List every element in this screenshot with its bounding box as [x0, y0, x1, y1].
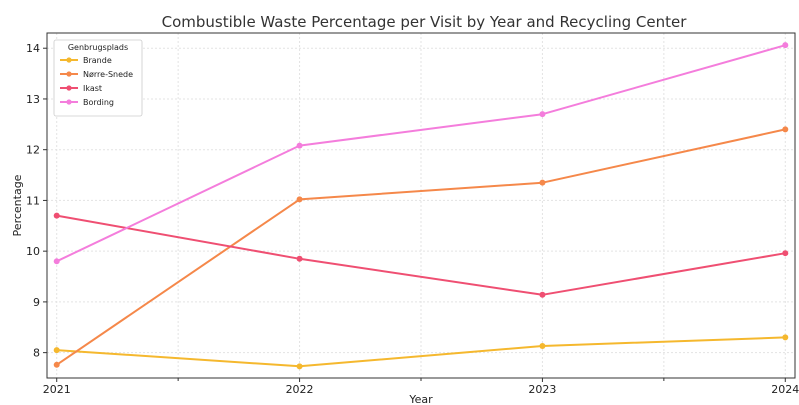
series-line: [53, 334, 789, 370]
legend-marker: [66, 71, 72, 77]
legend-label: Nørre-Snede: [83, 70, 133, 79]
data-point: [296, 363, 303, 370]
legend-item: Ikast: [60, 84, 102, 93]
grid: [47, 33, 795, 378]
data-point: [53, 258, 60, 265]
series-path: [56, 128, 786, 366]
data-point: [782, 126, 789, 133]
legend-marker: [66, 57, 72, 63]
data-point: [296, 196, 303, 203]
legend-marker: [66, 85, 72, 91]
data-point: [53, 212, 60, 219]
y-tick-label: 14: [26, 42, 40, 55]
y-axis-label: Percentage: [11, 174, 24, 236]
x-axis: 2021 2022 2023 2024: [43, 378, 799, 396]
data-point: [539, 111, 546, 118]
y-tick-label: 8: [33, 347, 40, 360]
x-tick-label: 2023: [528, 383, 556, 396]
data-point: [296, 142, 303, 149]
data-point: [539, 343, 546, 350]
series: [53, 42, 789, 370]
legend-label: Ikast: [83, 84, 102, 93]
y-tick-label: 12: [26, 144, 40, 157]
y-axis: 8 9 10 11 12 13 14: [26, 42, 47, 360]
x-axis-label: Year: [408, 393, 433, 405]
legend-item: Bording: [60, 98, 114, 107]
chart-title: Combustible Waste Percentage per Visit b…: [162, 13, 688, 31]
series-path: [56, 214, 786, 296]
legend-item: Nørre-Snede: [60, 70, 133, 79]
data-point: [539, 179, 546, 186]
data-point: [296, 255, 303, 262]
legend-label: Brande: [83, 56, 112, 65]
y-tick-label: 10: [26, 245, 40, 258]
data-point: [539, 291, 546, 298]
legend: Genbrugsplads Brande Nørre-Snede Ikast Bord…: [53, 39, 143, 117]
series-line: [53, 126, 789, 368]
legend-marker: [66, 99, 72, 105]
data-point: [782, 334, 789, 341]
x-tick-label: 2022: [286, 383, 314, 396]
y-tick-label: 11: [26, 194, 40, 207]
data-point: [782, 250, 789, 257]
series-path: [56, 336, 786, 368]
legend-item: Brande: [60, 56, 112, 65]
series-line: [53, 42, 789, 265]
series-path: [56, 44, 786, 263]
data-point: [53, 347, 60, 354]
y-tick-label: 13: [26, 93, 40, 106]
legend-label: Bording: [83, 98, 114, 107]
y-tick-label: 9: [33, 296, 40, 309]
series-line: [53, 212, 789, 298]
legend-title: Genbrugsplads: [68, 43, 128, 52]
x-tick-label: 2021: [43, 383, 71, 396]
x-tick-label: 2024: [771, 383, 799, 396]
data-point: [53, 361, 60, 368]
data-point: [782, 42, 789, 49]
